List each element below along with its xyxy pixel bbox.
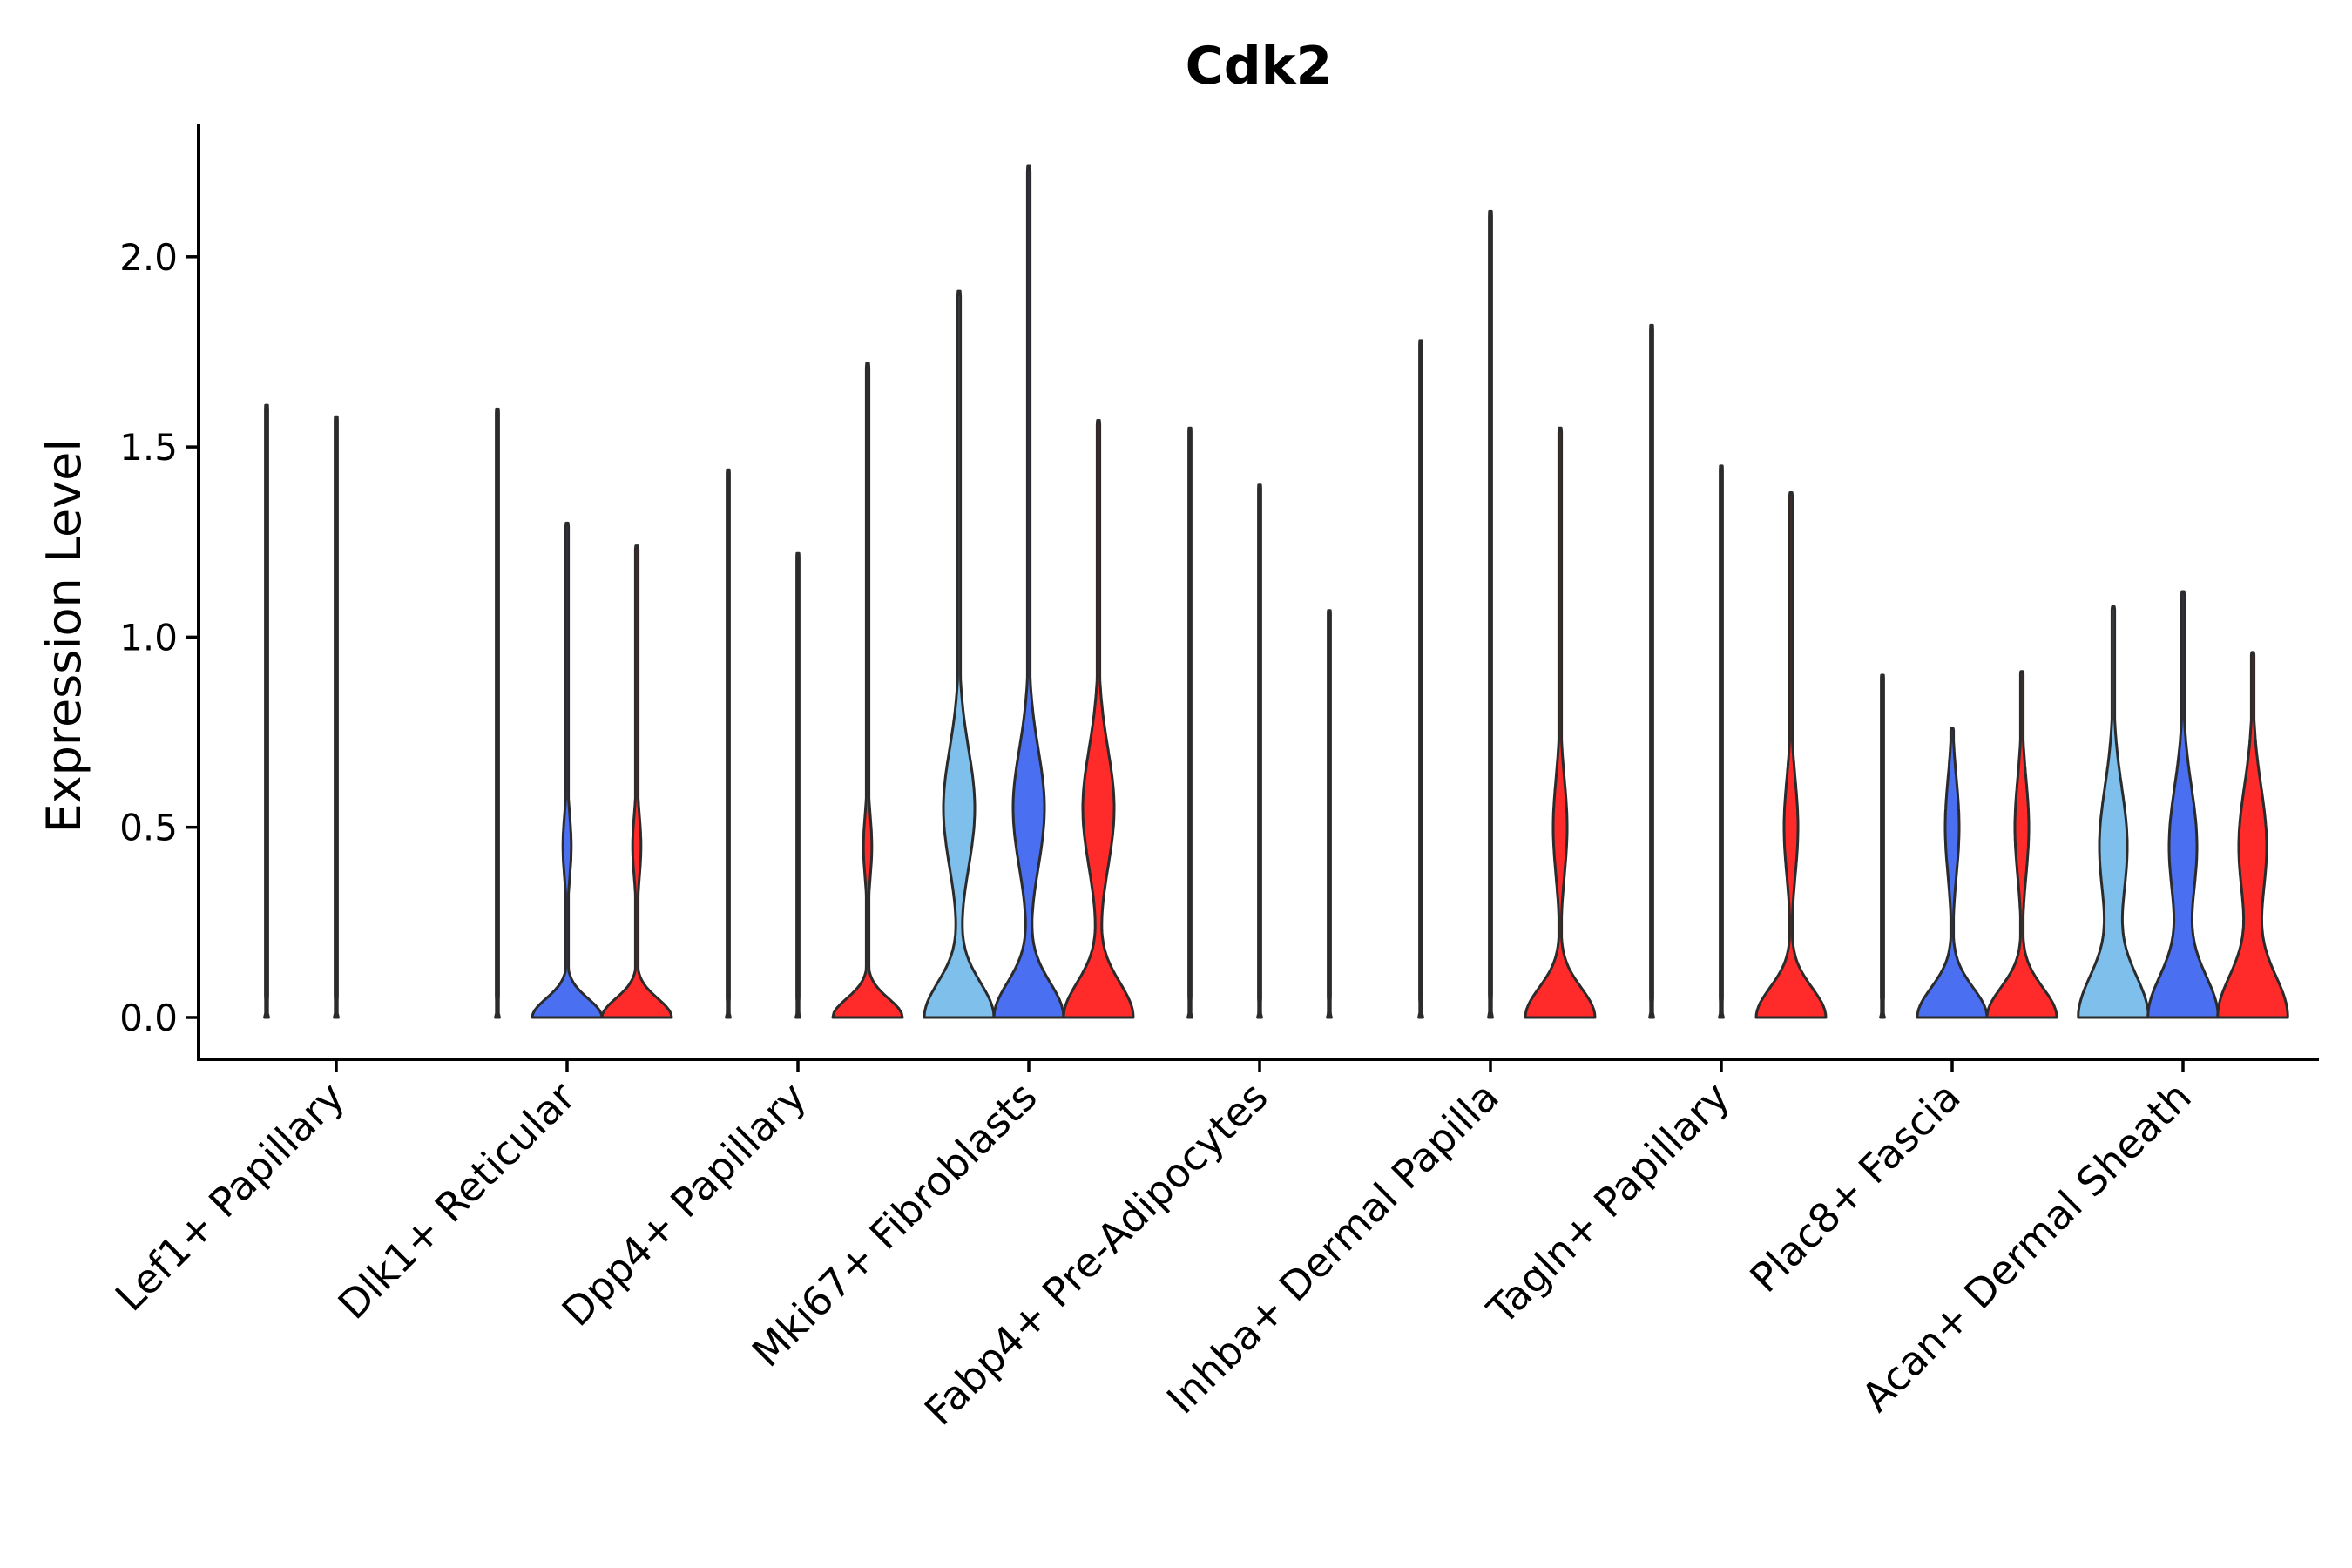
y-ticks: 0.0 0.5 1.0 1.5 2.0 bbox=[119, 236, 199, 1039]
violin-4-group-3 bbox=[1062, 419, 1135, 1019]
violin-4-group-2 bbox=[992, 164, 1065, 1019]
y-tick-label: 0.0 bbox=[119, 997, 178, 1039]
violin-8-group-2 bbox=[1916, 727, 1989, 1019]
violin-2-group-2 bbox=[531, 521, 604, 1019]
x-tick-label: Dlk1+ Reticular bbox=[329, 1073, 585, 1328]
violin-7-group-3 bbox=[1754, 491, 1828, 1019]
violin-1-group-2 bbox=[333, 415, 340, 1019]
x-tick-label: Lef1+ Papillary bbox=[106, 1073, 354, 1321]
y-tick-label: 2.0 bbox=[119, 236, 178, 279]
violin-9-group-2 bbox=[2146, 590, 2220, 1019]
axes-layer bbox=[197, 124, 2319, 1061]
violin-6-group-3 bbox=[1524, 426, 1597, 1019]
x-tick-label: Plac8+ Fascia bbox=[1740, 1073, 1969, 1301]
y-tick-label: 1.0 bbox=[119, 616, 178, 659]
violin-1-group-1 bbox=[263, 403, 270, 1019]
violin-7-group-1 bbox=[1648, 323, 1655, 1019]
y-tick-label: 0.5 bbox=[119, 807, 178, 849]
violin-2-group-3 bbox=[600, 544, 673, 1019]
y-axis-label: Expression Level bbox=[37, 439, 91, 834]
violin-7-group-2 bbox=[1718, 464, 1725, 1019]
violin-2-group-1 bbox=[494, 407, 501, 1019]
violin-9-group-3 bbox=[2216, 651, 2289, 1019]
violin-5-group-1 bbox=[1186, 426, 1193, 1019]
violin-3-group-2 bbox=[794, 551, 801, 1019]
violin-8-group-3 bbox=[1985, 670, 2058, 1019]
chart-title: Cdk2 bbox=[1186, 36, 1333, 97]
violin-3-group-1 bbox=[725, 468, 732, 1019]
violin-9-group-1 bbox=[2077, 605, 2150, 1019]
violin-4-group-1 bbox=[923, 289, 996, 1019]
x-tick-label: Dpp4+ Papillary bbox=[553, 1073, 815, 1335]
y-tick-label: 1.5 bbox=[119, 426, 178, 469]
violin-8-group-1 bbox=[1879, 673, 1886, 1019]
violin-5-group-2 bbox=[1256, 483, 1263, 1019]
violin-6-group-2 bbox=[1487, 209, 1494, 1019]
violin-5-group-3 bbox=[1326, 609, 1333, 1019]
violin-6-group-1 bbox=[1417, 339, 1424, 1019]
violins-layer bbox=[263, 164, 2289, 1019]
x-tick-label: Tagln+ Papillary bbox=[1477, 1073, 1739, 1335]
violin-3-group-3 bbox=[831, 362, 904, 1019]
